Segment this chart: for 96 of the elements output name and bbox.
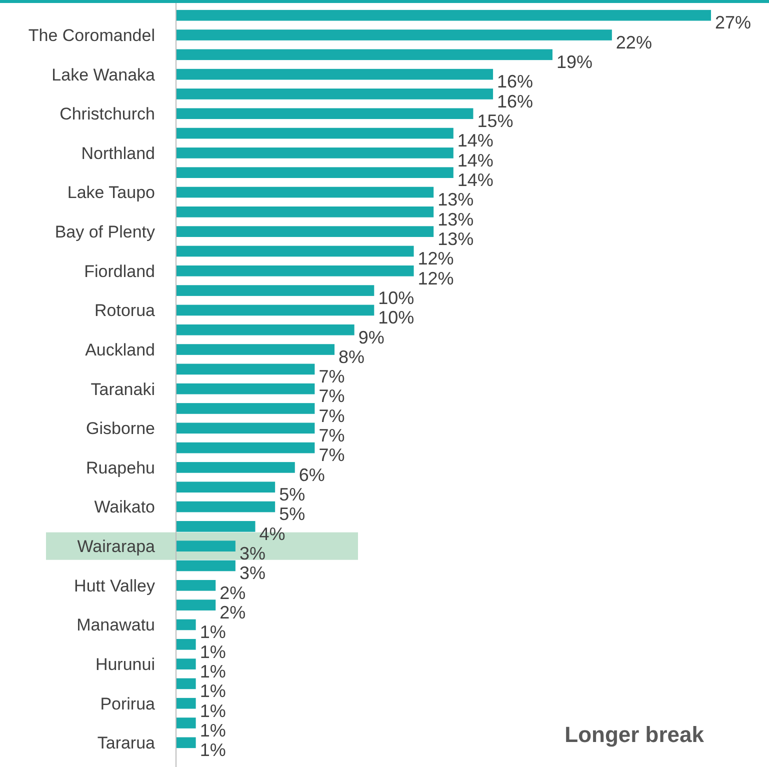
data-label: 13% [438, 190, 474, 210]
data-label: 19% [556, 52, 593, 72]
y-tick-label: Bay of Plenty [54, 222, 156, 242]
y-tick-label: Hutt Valley [74, 576, 156, 596]
bar [176, 148, 454, 158]
bar [176, 68, 494, 80]
data-label: 7% [318, 366, 345, 387]
y-tick-label: Gisborne [86, 419, 155, 438]
bar [176, 10, 711, 21]
y-tick-label: Ruapehu [86, 458, 155, 478]
data-label: 1% [200, 661, 226, 682]
data-label: 16% [497, 91, 534, 112]
data-label: 2% [220, 602, 246, 622]
data-label: 10% [378, 288, 414, 308]
y-tick-label: Wairarapa [77, 537, 156, 556]
bar [176, 383, 315, 394]
data-label: 9% [358, 327, 384, 348]
y-tick-label: Lake Taupo [67, 183, 155, 202]
bar [176, 658, 196, 670]
bar [176, 600, 216, 610]
bar [176, 285, 374, 296]
bar [176, 501, 276, 512]
bar [176, 30, 612, 40]
bar [176, 442, 315, 454]
bar [176, 560, 236, 572]
bar [176, 580, 216, 591]
y-tick-label: Fiordland [84, 262, 155, 281]
bar [176, 698, 196, 709]
data-label: 14% [457, 170, 494, 190]
data-label: 2% [220, 582, 246, 603]
bar [176, 226, 434, 237]
bar [176, 108, 474, 120]
data-label: 4% [259, 524, 286, 544]
data-label: 14% [457, 150, 494, 170]
bar [176, 462, 295, 473]
y-tick-label: Auckland [85, 340, 155, 360]
bar [176, 186, 434, 198]
bar [176, 88, 494, 100]
data-label: 5% [279, 484, 306, 505]
bar [176, 206, 434, 218]
bar [176, 718, 196, 728]
bar [176, 678, 196, 690]
data-label: 13% [438, 209, 474, 230]
y-tick-label: The Coromandel [28, 26, 155, 45]
data-label: 13% [438, 228, 474, 249]
data-label: 1% [200, 681, 226, 702]
bar [176, 540, 236, 552]
bar [176, 128, 454, 139]
bar [176, 422, 315, 434]
data-label: 12% [418, 248, 454, 269]
data-label: 15% [477, 111, 514, 132]
bar [176, 265, 414, 276]
y-tick-label: Taranaki [90, 380, 155, 399]
bar [176, 619, 196, 630]
data-label: 3% [239, 563, 266, 584]
y-tick-label: Christchurch [60, 104, 155, 124]
y-tick-label: Waikato [94, 498, 155, 517]
bar [176, 364, 315, 375]
data-label: 10% [378, 308, 414, 328]
data-label: 14% [457, 130, 494, 151]
data-label: 1% [200, 740, 226, 760]
bar [176, 324, 354, 336]
data-label: 7% [318, 445, 345, 466]
text: Longer break [564, 722, 705, 747]
bar [176, 49, 552, 60]
data-label: 7% [318, 426, 345, 446]
y-tick-label: Lake Wanaka [52, 65, 156, 84]
bar [176, 521, 256, 532]
bar [176, 344, 335, 355]
data-label: 12% [418, 268, 454, 288]
data-label: 7% [318, 386, 345, 406]
data-label: 1% [200, 720, 226, 740]
data-label: 7% [318, 406, 345, 426]
bar [176, 638, 196, 650]
data-label: 16% [497, 72, 534, 92]
data-label: 6% [298, 464, 325, 485]
bar [176, 737, 196, 748]
data-label: 8% [338, 346, 365, 367]
data-label: 1% [200, 700, 226, 721]
y-tick-label: Northland [81, 144, 155, 163]
y-tick-label: Manawatu [76, 616, 155, 635]
data-label: 3% [239, 543, 266, 564]
data-label: 1% [200, 622, 226, 642]
data-label: 27% [715, 12, 752, 33]
bar [176, 482, 276, 493]
y-tick-label: Porirua [100, 694, 156, 714]
bar [176, 167, 454, 178]
bar [176, 403, 315, 414]
y-tick-label: Rotorua [94, 301, 156, 320]
bar [176, 304, 374, 316]
y-tick-label: Hurunui [95, 654, 155, 674]
data-label: 22% [616, 32, 652, 52]
data-label: 5% [279, 504, 306, 524]
bar [176, 246, 414, 257]
data-label: 1% [200, 642, 226, 662]
y-tick-label: Tararua [97, 734, 156, 753]
